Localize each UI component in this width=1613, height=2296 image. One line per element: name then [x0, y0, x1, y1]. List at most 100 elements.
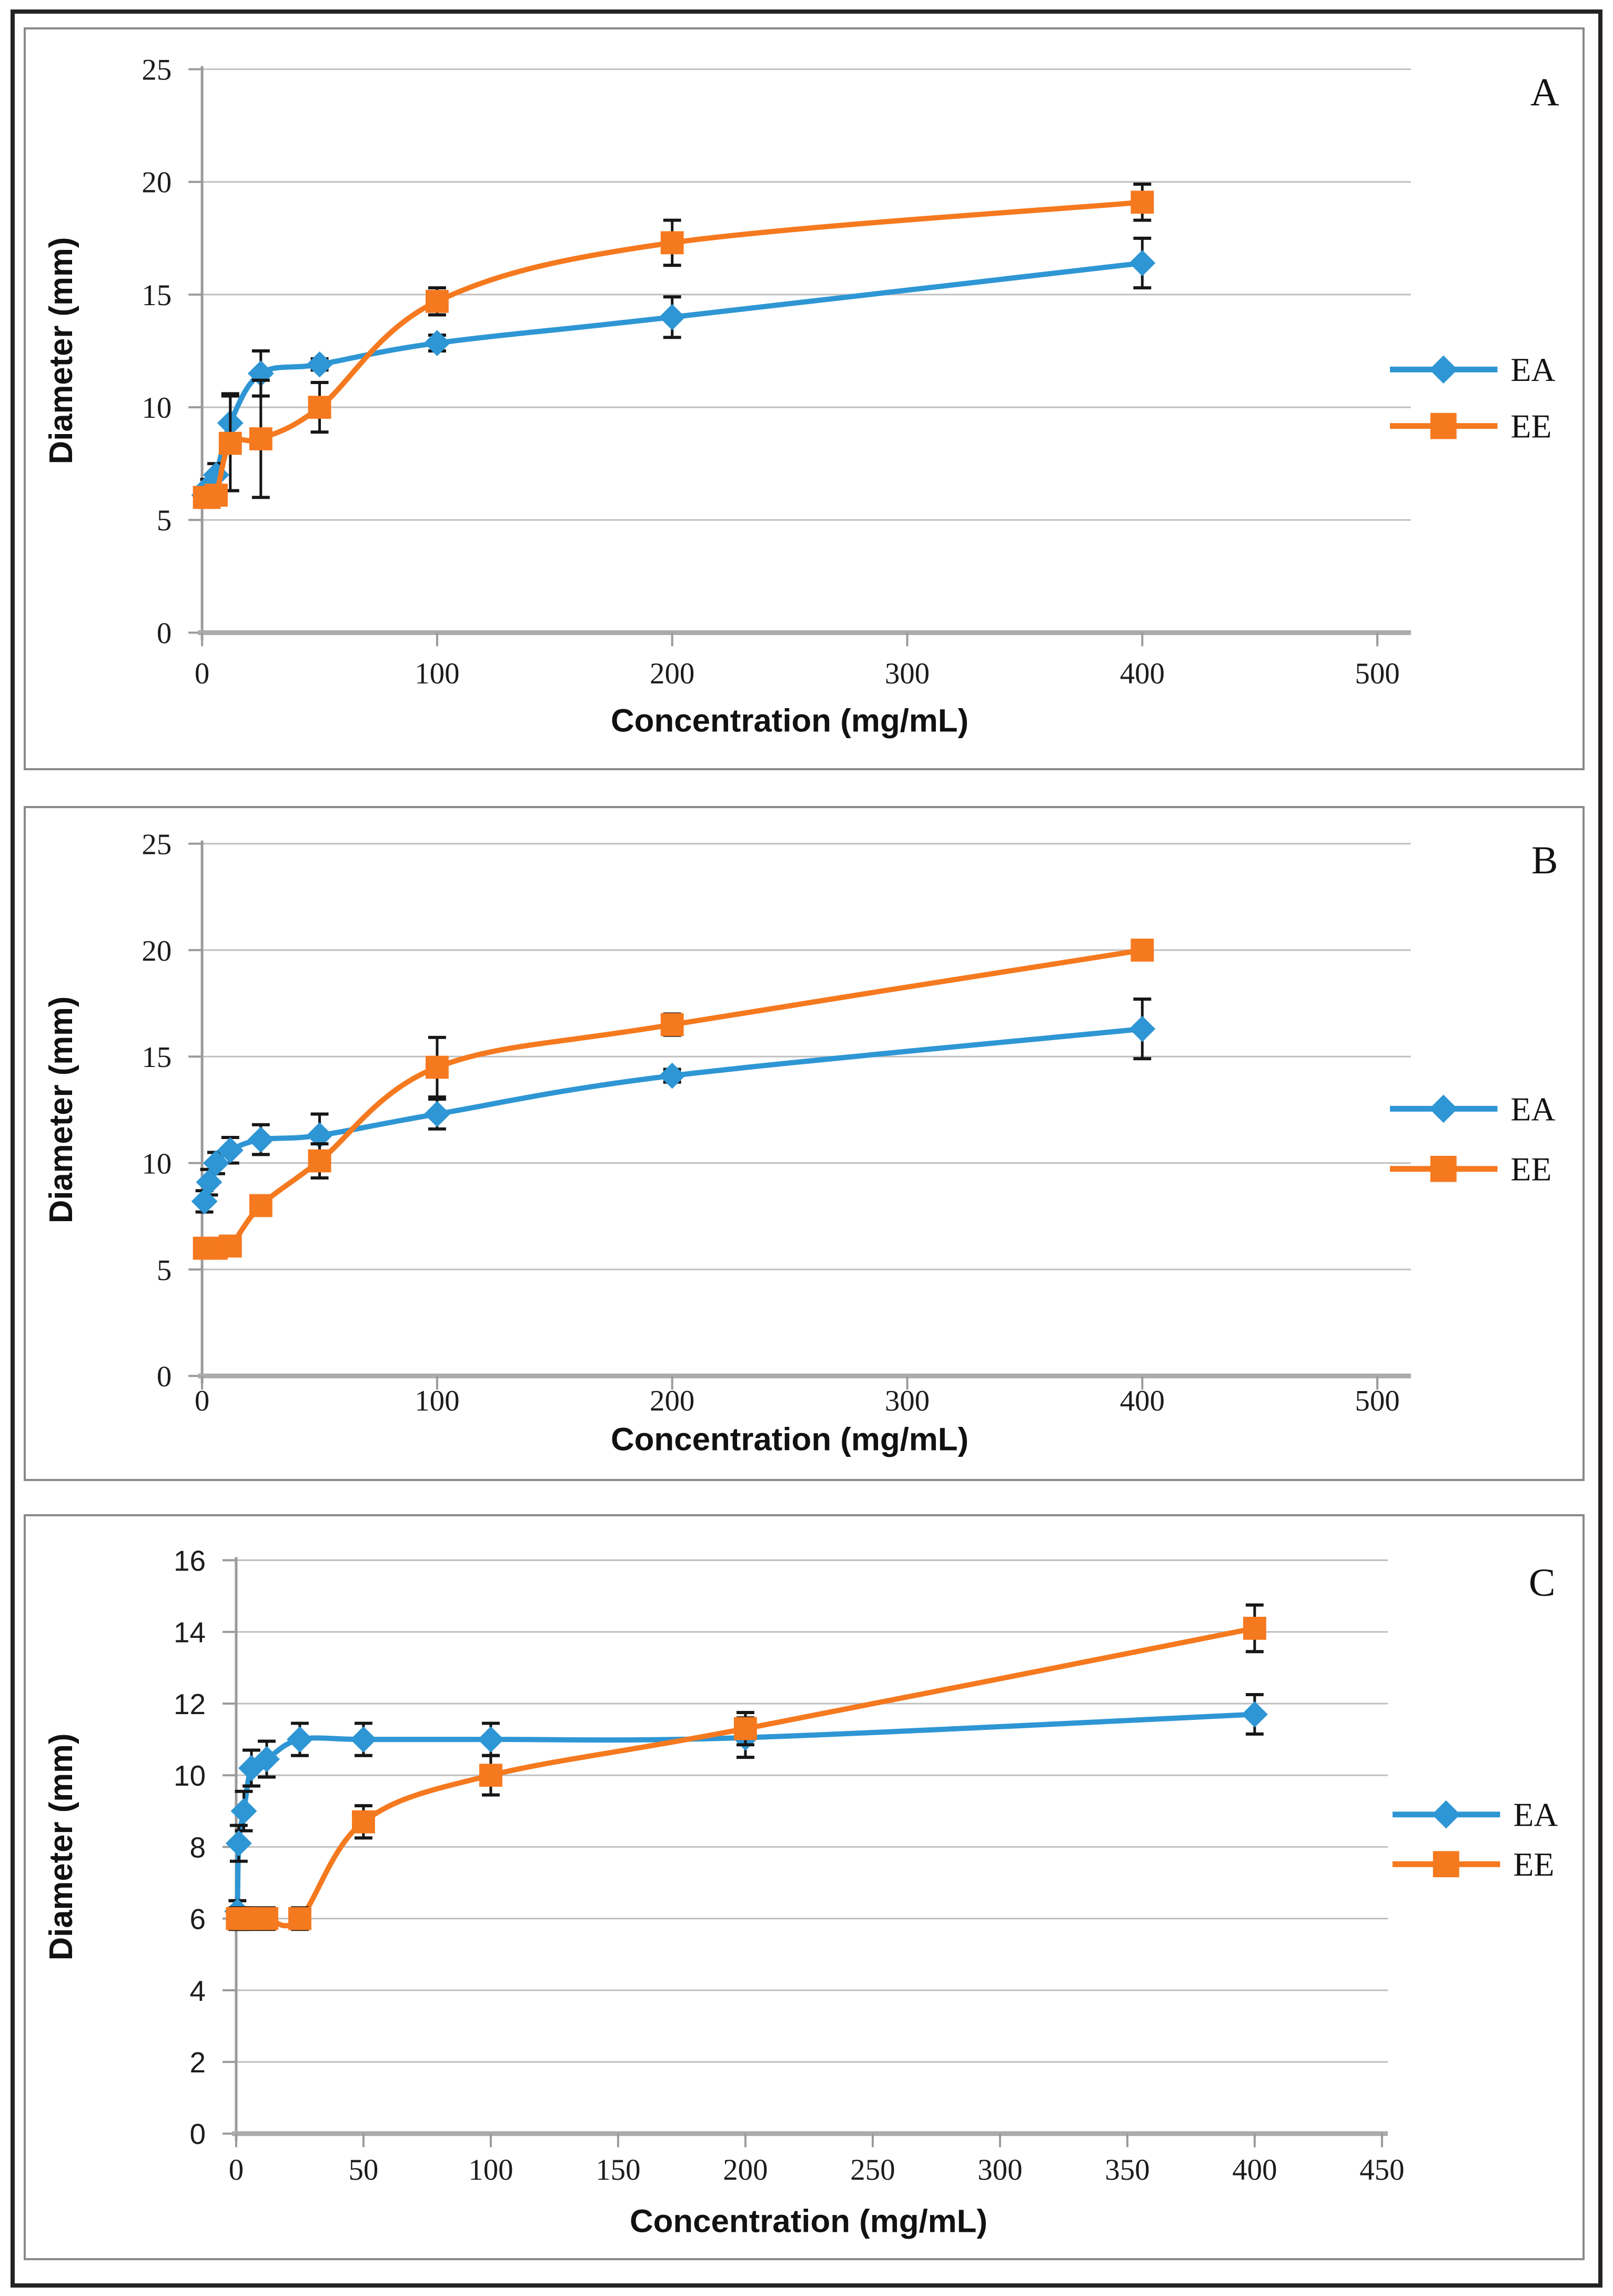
panel-letter: B — [1531, 839, 1558, 882]
legend-marker-diamond — [1429, 355, 1458, 384]
y-tick-label: 15 — [142, 1041, 172, 1074]
y-axis-title: Diameter (mm) — [43, 1734, 79, 1961]
y-tick-label: 20 — [142, 934, 172, 968]
x-axis-title: Concentration (mg/mL) — [611, 702, 969, 739]
chart-b: 0 5 10 15 20 25 0 100 200 300 400 500 Diameter (mm)… — [43, 828, 1558, 1458]
x-tick-label: 400 — [1120, 1384, 1165, 1417]
legend-label-ee: EE — [1513, 1846, 1554, 1883]
marker-diamond — [477, 1726, 504, 1753]
x-tick-label: 300 — [977, 2153, 1022, 2187]
marker-square — [255, 1907, 278, 1930]
marker-square — [425, 289, 449, 313]
panel-a: 0 5 10 15 20 25 0 100 200 300 400 500 Diameter (mm)… — [24, 27, 1585, 770]
marker-diamond — [286, 1726, 313, 1753]
marker-diamond — [306, 351, 333, 378]
marker-square — [249, 1194, 273, 1217]
marker-square — [660, 231, 684, 255]
x-tick-label: 100 — [415, 1384, 459, 1417]
marker-diamond — [225, 1830, 252, 1857]
y-tick-label: 14 — [174, 1616, 206, 1649]
y-tick-label: 4 — [190, 1975, 206, 2007]
x-tick-label: 100 — [415, 657, 459, 690]
x-tick-label: 0 — [229, 2153, 244, 2187]
y-tick-label: 0 — [190, 2118, 206, 2150]
marker-diamond — [1241, 1701, 1268, 1728]
x-axis-title: Concentration (mg/mL) — [611, 1421, 969, 1457]
legend-marker-square — [1430, 412, 1457, 439]
x-tick-label: 200 — [650, 657, 694, 690]
x-tick-label: 200 — [723, 2153, 768, 2187]
x-tick-label: 100 — [468, 2153, 513, 2187]
marker-diamond — [247, 1126, 274, 1153]
marker-square — [1131, 190, 1154, 214]
marker-square — [733, 1717, 757, 1740]
marker-square — [218, 1234, 242, 1258]
panel-letter: C — [1529, 1561, 1556, 1605]
series-line-ea — [201, 1026, 1145, 1204]
y-axis-title: Diameter (mm) — [43, 996, 79, 1223]
marker-diamond — [254, 1746, 280, 1773]
y-tick-label: 25 — [142, 54, 172, 87]
legend-label-ee: EE — [1510, 408, 1551, 445]
x-tick-label: 200 — [650, 1384, 694, 1417]
x-tick-label: 50 — [348, 2153, 378, 2187]
y-tick-label: 5 — [157, 504, 172, 537]
legend-marker-square — [1430, 1155, 1457, 1182]
x-axis-title: Concentration (mg/mL) — [630, 2203, 987, 2239]
marker-diamond — [424, 330, 450, 356]
y-tick-label: 0 — [157, 1360, 172, 1393]
chart-b-plot: 0 5 10 15 20 25 0 100 200 300 400 500 — [142, 828, 1498, 1417]
y-tick-label: 10 — [142, 1147, 172, 1181]
chart-a: 0 5 10 15 20 25 0 100 200 300 400 500 Diameter (mm)… — [43, 54, 1559, 739]
marker-square — [425, 1055, 449, 1079]
y-tick-label: 25 — [142, 828, 172, 861]
marker-diamond — [350, 1726, 377, 1753]
chart-c-plot: 0 2 4 6 8 10 12 14 16 0 50 100 150 200 250 300 350 400 450 — [174, 1544, 1500, 2187]
y-tick-label: 2 — [190, 2046, 206, 2079]
marker-square — [1243, 1617, 1266, 1640]
x-tick-label: 400 — [1120, 657, 1165, 690]
x-tick-label: 500 — [1355, 657, 1399, 690]
x-tick-label: 400 — [1232, 2153, 1277, 2187]
marker-diamond — [1129, 250, 1156, 276]
y-tick-label: 5 — [157, 1254, 172, 1287]
y-tick-label: 20 — [142, 166, 172, 199]
y-tick-label: 0 — [157, 617, 172, 650]
marker-square — [308, 1149, 331, 1173]
y-tick-label: 8 — [190, 1831, 206, 1864]
legend-marker-diamond — [1429, 1094, 1458, 1123]
x-tick-label: 300 — [885, 657, 930, 690]
x-tick-label: 250 — [850, 2153, 895, 2187]
marker-diamond — [191, 1188, 218, 1215]
marker-square — [479, 1764, 502, 1787]
x-tick-label: 500 — [1355, 1384, 1399, 1417]
x-tick-label: 0 — [195, 657, 209, 690]
legend-label-ea: EA — [1510, 351, 1555, 388]
series-line-ee — [235, 1625, 1257, 1929]
legend-label-ee: EE — [1510, 1151, 1551, 1188]
panel-letter: A — [1530, 71, 1559, 114]
x-tick-label: 150 — [596, 2153, 640, 2187]
chart-a-plot: 0 5 10 15 20 25 0 100 200 300 400 500 — [142, 54, 1498, 690]
x-tick-label: 350 — [1105, 2153, 1150, 2187]
marker-square — [204, 484, 228, 507]
y-tick-label: 12 — [174, 1688, 206, 1720]
chart-c: 0 2 4 6 8 10 12 14 16 0 50 100 150 200 250 300 350 400 450… — [43, 1544, 1558, 2239]
marker-diamond — [659, 304, 685, 330]
legend-marker-square — [1433, 1851, 1459, 1878]
marker-diamond — [1129, 1015, 1156, 1042]
marker-diamond — [659, 1062, 685, 1089]
legend-marker-diamond — [1431, 1800, 1460, 1829]
marker-diamond — [230, 1798, 257, 1825]
y-axis-title: Diameter (mm) — [43, 237, 79, 465]
marker-square — [288, 1907, 311, 1930]
marker-square — [351, 1810, 375, 1834]
x-tick-label: 450 — [1359, 2153, 1404, 2187]
marker-square — [1131, 939, 1154, 962]
marker-square — [218, 431, 242, 455]
x-tick-label: 300 — [885, 1384, 930, 1417]
marker-diamond — [424, 1101, 450, 1127]
legend-label-ea: EA — [1513, 1796, 1558, 1834]
series-line-ee — [201, 947, 1145, 1253]
panel-b: 0 5 10 15 20 25 0 100 200 300 400 500 Diameter (mm)… — [24, 806, 1585, 1481]
